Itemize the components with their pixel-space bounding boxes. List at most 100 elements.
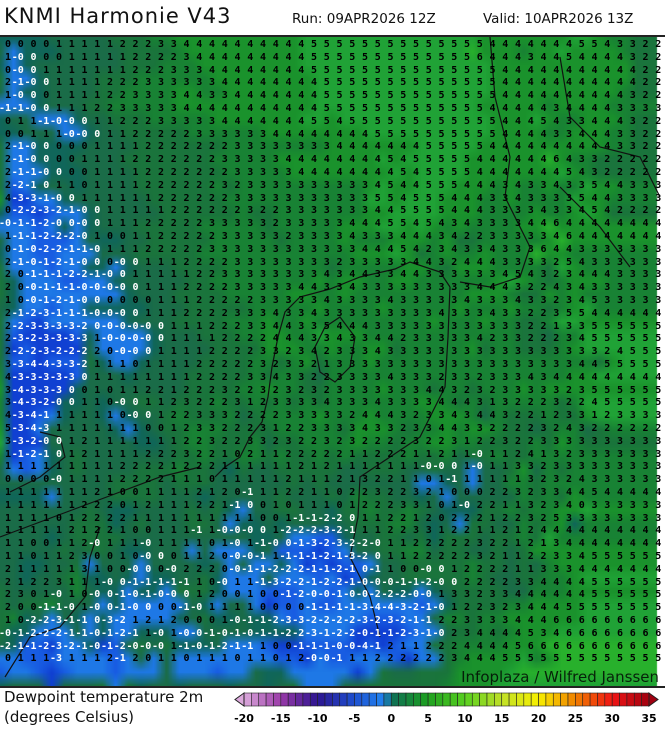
grid-value: -0 xyxy=(330,640,343,652)
grid-value: 3 xyxy=(616,141,623,153)
grid-value: 3 xyxy=(565,282,572,294)
grid-value: 1 xyxy=(106,179,113,191)
grid-value: 5 xyxy=(310,39,317,50)
grid-value: 2 xyxy=(438,640,445,652)
grid-value: 3 xyxy=(400,307,407,319)
grid-value: 3 xyxy=(527,205,534,217)
grid-value: 3 xyxy=(553,563,560,575)
grid-value: 3 xyxy=(502,295,509,306)
grid-value: -3 xyxy=(24,384,37,396)
grid-value: 4 xyxy=(514,295,521,306)
grid-value: 4 xyxy=(514,179,521,191)
grid-value: 4 xyxy=(527,589,534,601)
grid-value: 2 xyxy=(221,397,228,409)
grid-value: 4 xyxy=(604,141,611,153)
grid-value: 1 xyxy=(361,448,368,460)
grid-value: 2 xyxy=(616,167,623,178)
grid-value: 0 xyxy=(81,115,88,127)
grid-value: 4 xyxy=(655,231,662,242)
grid-value: 1 xyxy=(170,435,177,447)
grid-value: 3 xyxy=(502,615,509,626)
grid-value: 2 xyxy=(183,307,190,319)
grid-value: 4 xyxy=(196,51,203,63)
grid-value: -1 xyxy=(292,551,305,562)
grid-value: 4 xyxy=(259,90,266,102)
grid-value: 5 xyxy=(425,179,432,191)
grid-value: 1 xyxy=(361,512,368,524)
grid-value: 1 xyxy=(374,525,381,537)
grid-value: -1 xyxy=(62,295,75,306)
grid-value: 1 xyxy=(183,512,190,524)
grid-value: 1 xyxy=(119,154,126,166)
grid-value: 5 xyxy=(476,103,483,114)
grid-value: 1 xyxy=(68,563,75,575)
grid-value: 4 xyxy=(578,205,585,217)
grid-value: 4 xyxy=(310,103,317,114)
grid-value: 1 xyxy=(221,653,228,665)
grid-value: 1 xyxy=(145,512,152,524)
grid-value: 1 xyxy=(374,461,381,473)
grid-value: 2 xyxy=(4,141,11,153)
grid-value: -0 xyxy=(24,295,37,306)
grid-value: -1 xyxy=(228,499,241,511)
grid-value: -2 xyxy=(113,640,126,652)
grid-value: 2 xyxy=(310,371,317,383)
grid-value: 1 xyxy=(259,448,266,460)
grid-value: 3 xyxy=(208,410,215,422)
grid-value: 0 xyxy=(463,487,470,498)
grid-value: 3 xyxy=(463,269,470,281)
grid-value: 3 xyxy=(247,282,254,294)
grid-value: 3 xyxy=(451,295,458,306)
grid-value: -0 xyxy=(241,551,254,562)
grid-value: 2 xyxy=(527,538,534,550)
grid-value: 3 xyxy=(642,282,649,294)
grid-value: 1 xyxy=(247,512,254,524)
grid-value: 4 xyxy=(374,243,381,255)
grid-value: 3 xyxy=(565,333,572,345)
colorbar-tick-label: 15 xyxy=(494,712,509,725)
grid-value: -0 xyxy=(355,589,368,601)
grid-value: 3 xyxy=(208,90,215,102)
grid-value: 2 xyxy=(247,384,254,396)
grid-value: 2 xyxy=(170,243,177,255)
grid-value: 0 xyxy=(132,359,139,370)
grid-value: 4 xyxy=(361,243,368,255)
grid-value: 3 xyxy=(655,179,662,191)
grid-value: 4 xyxy=(247,115,254,127)
grid-value: 6 xyxy=(565,231,572,242)
grid-value: -0 xyxy=(100,320,113,332)
colorbar-swatch xyxy=(589,692,598,707)
grid-value: 3 xyxy=(527,51,534,63)
grid-value: 4 xyxy=(553,282,560,294)
grid-value: -2 xyxy=(279,627,292,639)
grid-value: 3 xyxy=(170,39,177,50)
grid-value: 4 xyxy=(425,384,432,396)
grid-value: 0 xyxy=(272,640,279,652)
grid-value: 3 xyxy=(170,103,177,114)
grid-value: 5 xyxy=(412,154,419,166)
grid-value: 5 xyxy=(361,51,368,63)
grid-value: 4 xyxy=(463,179,470,191)
colorbar-swatch xyxy=(552,692,561,707)
grid-value: -3 xyxy=(49,653,62,665)
grid-value: -0 xyxy=(432,576,445,588)
grid-value: 3 xyxy=(196,77,203,89)
grid-value: 1 xyxy=(400,474,407,486)
grid-value: 3 xyxy=(514,346,521,358)
grid-value: 4 xyxy=(514,167,521,178)
grid-value: 5 xyxy=(463,64,470,76)
grid-value: -2 xyxy=(266,615,279,626)
grid-value: 2 xyxy=(221,295,228,306)
grid-value: 4 xyxy=(642,525,649,537)
colorbar-swatch xyxy=(582,692,591,707)
grid-value: 1 xyxy=(81,77,88,89)
grid-value: 5 xyxy=(323,64,330,76)
grid-value: 1 xyxy=(94,231,101,242)
grid-value: -0 xyxy=(88,627,101,639)
grid-value: 5 xyxy=(642,602,649,614)
grid-value: 1 xyxy=(170,384,177,396)
grid-value: 1 xyxy=(183,474,190,486)
grid-value: -1 xyxy=(126,627,139,639)
grid-value: 0 xyxy=(81,371,88,383)
grid-value: 3 xyxy=(565,435,572,447)
